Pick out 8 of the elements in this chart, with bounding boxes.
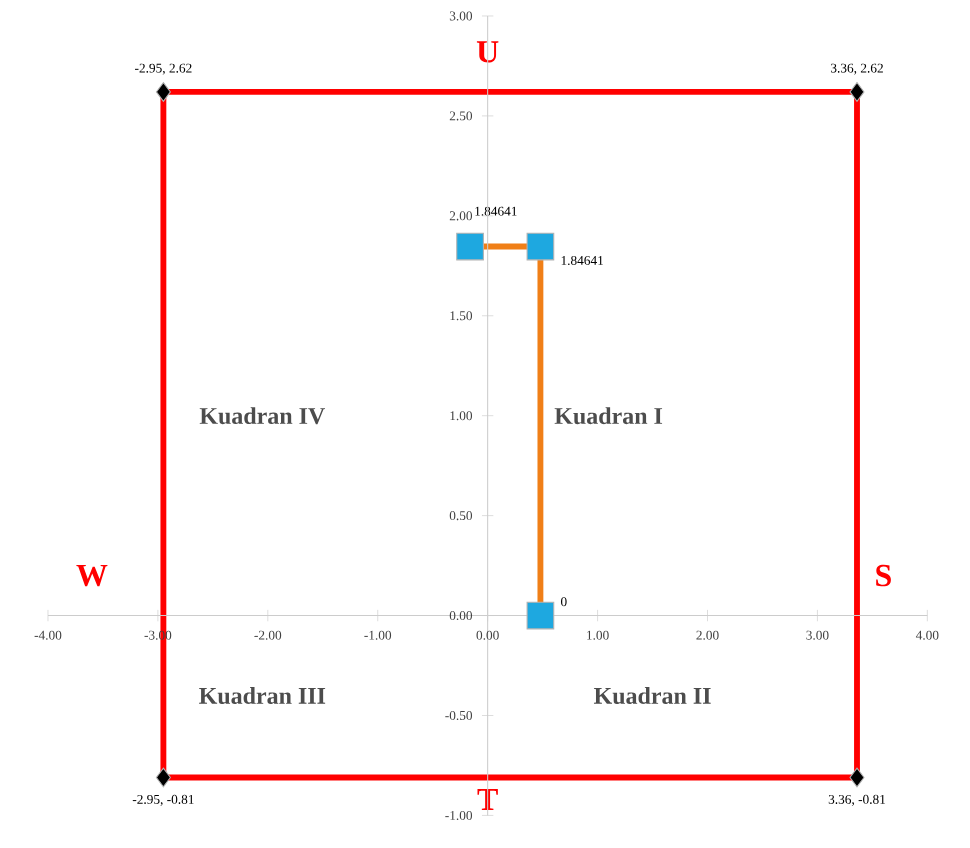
annotation: W [76,565,108,587]
annotation: U [476,41,499,63]
annotation: T [477,789,498,811]
annotation: Kuadran II [593,687,711,705]
annotation: Kuadran III [199,687,326,705]
annotation: Kuadran IV [199,407,326,425]
annotation: Kuadran I [554,407,663,425]
annotation: S [876,565,891,587]
